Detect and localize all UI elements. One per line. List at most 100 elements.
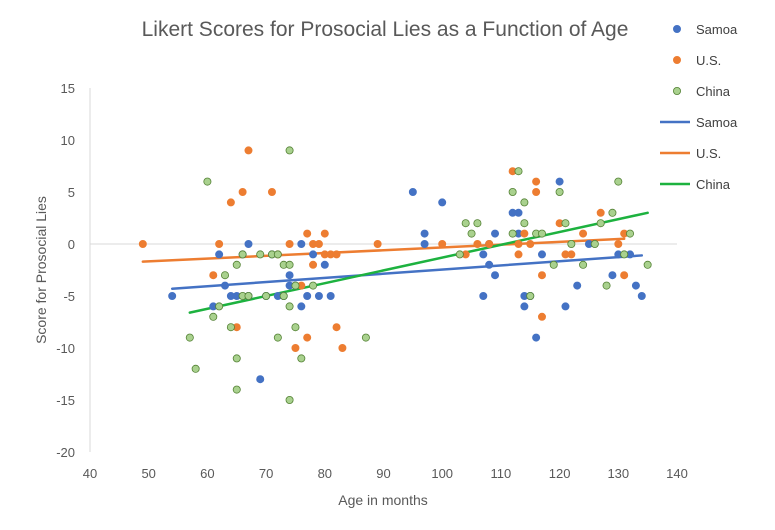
point-china bbox=[549, 260, 558, 269]
point-u-s bbox=[532, 187, 541, 196]
legend: Samoa U.S. China Samoa U.S. China bbox=[660, 22, 738, 192]
x-tick-label: 70 bbox=[259, 466, 273, 481]
point-china bbox=[626, 229, 635, 238]
legend-point-marker bbox=[673, 56, 682, 65]
point-china bbox=[508, 187, 517, 196]
point-samoa bbox=[608, 271, 617, 280]
point-samoa bbox=[485, 260, 494, 269]
point-china bbox=[209, 312, 218, 321]
y-tick-label: 0 bbox=[68, 237, 75, 252]
point-china bbox=[455, 250, 464, 259]
point-china bbox=[590, 239, 599, 248]
point-samoa bbox=[491, 229, 500, 238]
point-samoa bbox=[420, 239, 429, 248]
point-china bbox=[238, 250, 247, 259]
legend-label: China bbox=[696, 177, 731, 192]
point-samoa bbox=[573, 281, 582, 290]
point-u-s bbox=[620, 271, 629, 280]
point-china bbox=[232, 260, 241, 269]
point-china bbox=[602, 281, 611, 290]
legend-label: Samoa bbox=[696, 115, 738, 130]
point-china bbox=[285, 146, 294, 155]
x-tick-label: 50 bbox=[141, 466, 155, 481]
point-china bbox=[514, 167, 523, 176]
trendline-samoa bbox=[170, 254, 644, 290]
point-china bbox=[643, 260, 652, 269]
point-china bbox=[191, 364, 200, 373]
point-samoa bbox=[420, 229, 429, 238]
trendline-u-s bbox=[141, 237, 626, 263]
y-axis-title: Score for Prosocial Lies bbox=[33, 196, 49, 344]
legend-item-china-points: China bbox=[673, 84, 731, 99]
point-samoa bbox=[309, 250, 318, 259]
y-tick-label: 15 bbox=[61, 81, 75, 96]
point-china bbox=[579, 260, 588, 269]
point-u-s bbox=[537, 312, 546, 321]
point-samoa bbox=[320, 260, 329, 269]
point-samoa bbox=[215, 250, 224, 259]
point-samoa bbox=[520, 302, 529, 311]
point-u-s bbox=[537, 271, 546, 280]
x-tick-label: 120 bbox=[549, 466, 571, 481]
x-tick-label: 130 bbox=[607, 466, 629, 481]
x-tick-label: 60 bbox=[200, 466, 214, 481]
point-samoa bbox=[314, 291, 323, 300]
point-samoa bbox=[479, 250, 488, 259]
legend-label: U.S. bbox=[696, 53, 721, 68]
point-u-s bbox=[238, 187, 247, 196]
point-u-s bbox=[244, 146, 253, 155]
point-samoa bbox=[561, 302, 570, 311]
point-china bbox=[467, 229, 476, 238]
point-samoa bbox=[285, 271, 294, 280]
point-china bbox=[526, 291, 535, 300]
point-u-s bbox=[138, 239, 147, 248]
point-china bbox=[297, 354, 306, 363]
point-china bbox=[232, 385, 241, 394]
point-china bbox=[273, 250, 282, 259]
point-u-s bbox=[303, 229, 312, 238]
point-u-s bbox=[267, 187, 276, 196]
point-u-s bbox=[567, 250, 576, 259]
point-china bbox=[620, 250, 629, 259]
point-u-s bbox=[514, 239, 523, 248]
point-u-s bbox=[209, 271, 218, 280]
point-u-s bbox=[614, 239, 623, 248]
point-u-s bbox=[438, 239, 447, 248]
point-u-s bbox=[526, 239, 535, 248]
point-china bbox=[256, 250, 265, 259]
x-axis-title: Age in months bbox=[338, 492, 428, 508]
point-u-s bbox=[285, 239, 294, 248]
y-tick-label: 10 bbox=[61, 133, 75, 148]
point-china bbox=[221, 271, 230, 280]
tick-labels: 40 50 60 70 80 90 100 110 120 130 140 -20 -15 -10 -5 0 5… bbox=[56, 81, 688, 481]
point-china bbox=[461, 219, 470, 228]
point-china bbox=[520, 198, 529, 207]
point-china bbox=[561, 219, 570, 228]
point-china bbox=[226, 323, 235, 332]
point-samoa bbox=[479, 291, 488, 300]
point-samoa bbox=[256, 375, 265, 384]
legend-item-u-s-points: U.S. bbox=[673, 53, 721, 68]
point-samoa bbox=[408, 187, 417, 196]
point-china bbox=[473, 219, 482, 228]
point-u-s bbox=[338, 343, 347, 352]
point-samoa bbox=[491, 271, 500, 280]
point-samoa bbox=[537, 250, 546, 259]
point-samoa bbox=[326, 291, 335, 300]
point-samoa bbox=[532, 333, 541, 342]
point-u-s bbox=[373, 239, 382, 248]
x-tick-label: 140 bbox=[666, 466, 688, 481]
point-china bbox=[291, 281, 300, 290]
point-u-s bbox=[596, 208, 605, 217]
point-china bbox=[567, 239, 576, 248]
point-u-s bbox=[314, 239, 323, 248]
legend-point-marker bbox=[673, 24, 682, 33]
point-samoa bbox=[303, 291, 312, 300]
point-china bbox=[285, 302, 294, 311]
y-tick-label: -20 bbox=[56, 445, 75, 460]
point-china bbox=[279, 291, 288, 300]
point-china bbox=[596, 219, 605, 228]
x-tick-label: 40 bbox=[83, 466, 97, 481]
point-u-s bbox=[309, 260, 318, 269]
